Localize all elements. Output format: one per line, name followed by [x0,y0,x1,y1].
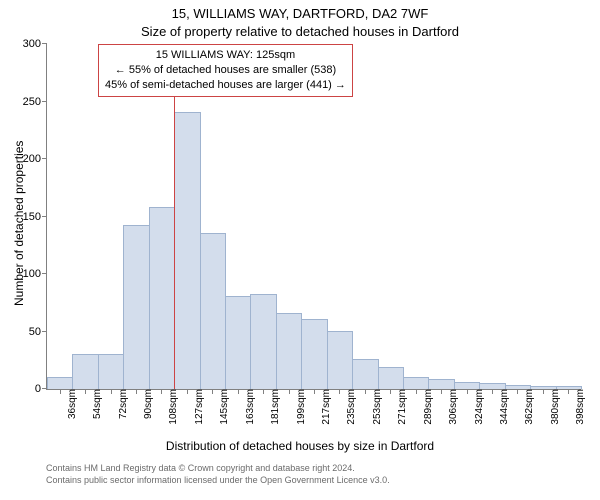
xtick-label: 217sqm [317,389,332,425]
xtick-mark [314,389,315,394]
histogram-bar [72,354,98,390]
xtick-label: 324sqm [470,389,485,425]
xtick-mark [390,389,391,394]
ytick-label: 100 [23,268,47,280]
histogram-bar [403,377,429,390]
xtick-mark [111,389,112,394]
ytick-label: 250 [23,96,47,108]
footer-line1: Contains HM Land Registry data © Crown c… [46,463,390,475]
xtick-label: 253sqm [368,389,383,425]
xtick-label: 271sqm [393,389,408,425]
xtick-mark [441,389,442,394]
xtick-mark [238,389,239,394]
annotation-line2: ← 55% of detached houses are smaller (53… [105,63,346,78]
xtick-label: 344sqm [495,389,510,425]
xtick-label: 380sqm [546,389,561,425]
histogram-bar [250,294,276,389]
ytick-label: 150 [23,211,47,223]
footer-attribution: Contains HM Land Registry data © Crown c… [46,463,390,486]
histogram-bar [327,331,353,390]
histogram-bar [200,233,226,389]
annotation-line3: 45% of semi-detached houses are larger (… [105,78,346,93]
histogram-bar [98,354,124,390]
xtick-label: 199sqm [292,389,307,425]
histogram-bar [149,207,175,389]
xtick-label: 289sqm [419,389,434,425]
ytick-label: 200 [23,153,47,165]
ytick-label: 300 [23,38,47,50]
x-axis-label: Distribution of detached houses by size … [0,439,600,453]
xtick-mark [161,389,162,394]
xtick-label: 72sqm [114,389,129,419]
xtick-mark [289,389,290,394]
xtick-mark [492,389,493,394]
histogram-bar [47,377,73,390]
xtick-label: 36sqm [63,389,78,419]
xtick-mark [467,389,468,394]
histogram-bar [454,382,480,389]
annotation-box: 15 WILLIAMS WAY: 125sqm ← 55% of detache… [98,44,353,97]
xtick-label: 54sqm [88,389,103,419]
histogram-bar [174,112,200,389]
histogram-bar [301,319,327,389]
xtick-label: 127sqm [190,389,205,425]
annotation-line1: 15 WILLIAMS WAY: 125sqm [105,48,346,63]
chart-title-subtitle: Size of property relative to detached ho… [0,24,600,39]
xtick-label: 398sqm [571,389,586,425]
xtick-mark [263,389,264,394]
xtick-mark [568,389,569,394]
histogram-bar [123,225,149,389]
xtick-mark [416,389,417,394]
xtick-mark [543,389,544,394]
xtick-mark [60,389,61,394]
histogram-bar [352,359,378,389]
y-axis-label: Number of detached properties [12,141,26,306]
histogram-bar [428,379,454,389]
xtick-mark [187,389,188,394]
xtick-mark [365,389,366,394]
xtick-mark [136,389,137,394]
ytick-label: 50 [29,326,47,338]
footer-line2: Contains public sector information licen… [46,475,390,487]
xtick-label: 235sqm [342,389,357,425]
xtick-label: 306sqm [444,389,459,425]
xtick-label: 362sqm [520,389,535,425]
xtick-label: 108sqm [164,389,179,425]
chart-title-address: 15, WILLIAMS WAY, DARTFORD, DA2 7WF [0,6,600,21]
histogram-bar [276,313,302,389]
xtick-label: 163sqm [241,389,256,425]
xtick-mark [517,389,518,394]
xtick-mark [85,389,86,394]
histogram-bar [378,367,404,389]
xtick-mark [339,389,340,394]
xtick-label: 90sqm [139,389,154,419]
chart-container: 15, WILLIAMS WAY, DARTFORD, DA2 7WF Size… [0,0,600,500]
histogram-bar [225,296,251,389]
ytick-label: 0 [35,383,47,395]
xtick-mark [212,389,213,394]
xtick-label: 145sqm [215,389,230,425]
xtick-label: 181sqm [266,389,281,425]
